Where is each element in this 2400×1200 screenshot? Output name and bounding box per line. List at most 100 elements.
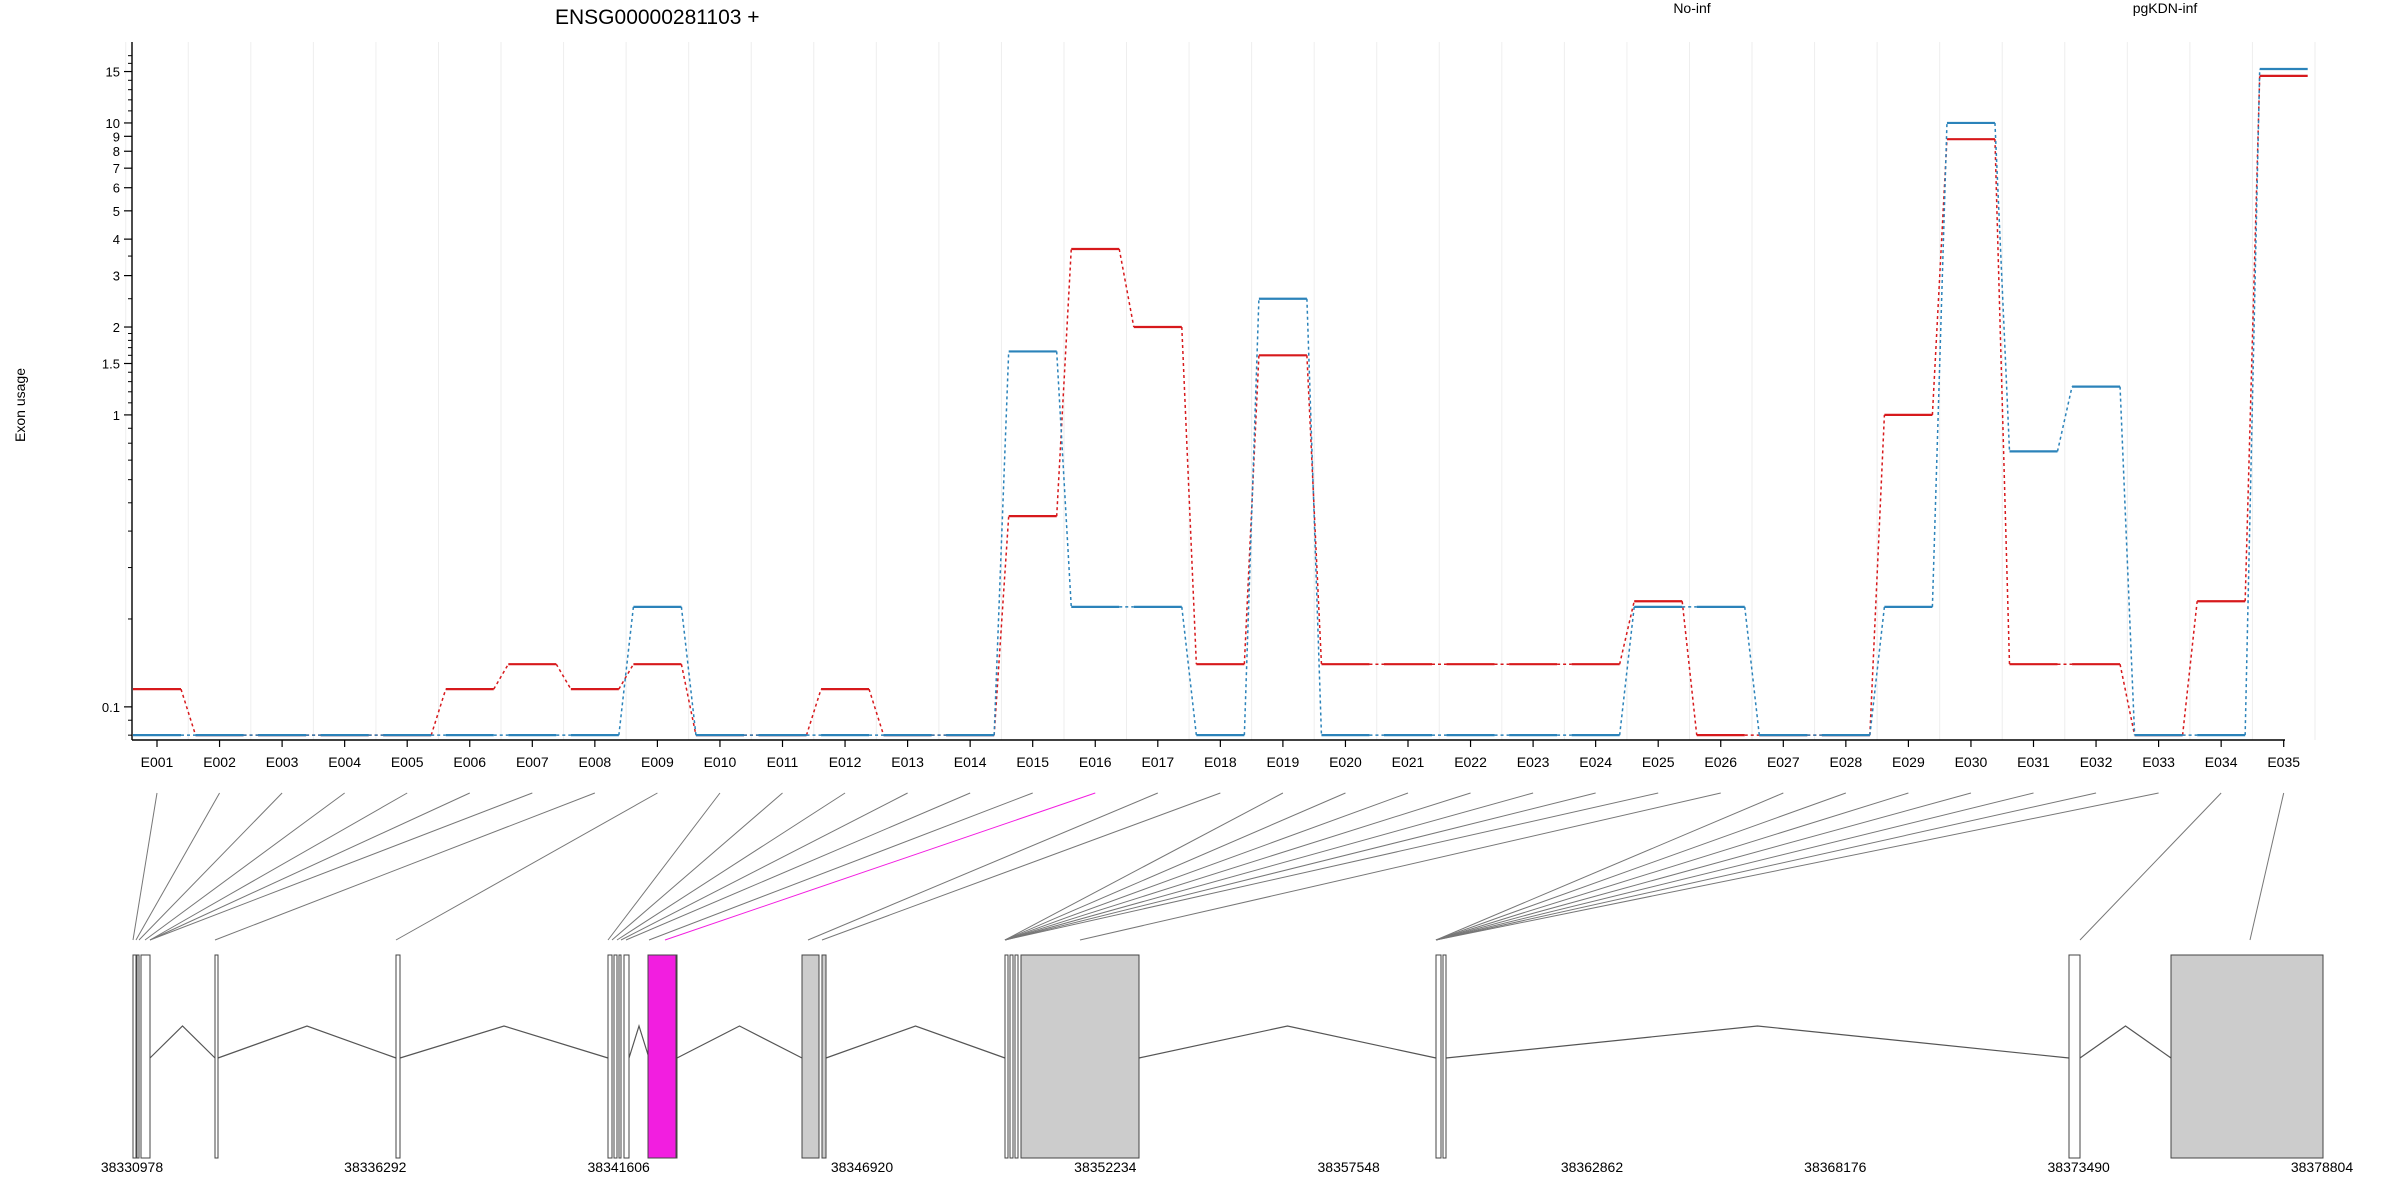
exon-connector [648, 792, 1033, 941]
series-lines [133, 67, 2308, 737]
exon-connector [135, 792, 220, 941]
exon-connector [1004, 792, 1346, 941]
series-pgkdn-inf [133, 67, 2308, 737]
exon-connector [611, 792, 783, 941]
y-tick-label: 6 [113, 181, 120, 196]
x-tick-label: E012 [829, 754, 862, 770]
exon-block [1442, 954, 1447, 1159]
y-tick-label: 3 [113, 269, 120, 284]
exon-connector [1004, 792, 1534, 941]
x-tick-label: E032 [2080, 754, 2113, 770]
x-tick-label: E002 [203, 754, 236, 770]
x-tick-label: E023 [1517, 754, 1550, 770]
exon-connectors [132, 792, 2285, 941]
series-connector [2119, 664, 2136, 736]
x-tick-label: E007 [516, 754, 549, 770]
x-tick-label: E006 [453, 754, 486, 770]
x-tick-label: E033 [2142, 754, 2175, 770]
x-tick-label: E027 [1767, 754, 1800, 770]
intron-junction [149, 1025, 216, 1059]
exon-connector [625, 792, 971, 941]
x-tick-label: E005 [391, 754, 424, 770]
legend-pgkdn-inf: pgKDN-inf [2133, 0, 2198, 16]
exon-block [1435, 954, 1442, 1159]
exon-connector [1004, 792, 1409, 941]
series-connector [1618, 601, 1635, 665]
genomic-coordinate-label: 38378804 [2291, 1159, 2354, 1175]
exon-connector [1435, 792, 2097, 941]
series-connector [2181, 601, 2198, 736]
exon-block [1004, 954, 1009, 1159]
genomic-coordinate-label: 38341606 [588, 1159, 651, 1175]
series-connector [2056, 386, 2073, 452]
genomic-coordinate-label: 38362862 [1561, 1159, 1624, 1175]
series-no-inf [133, 74, 2308, 737]
exon-connector [2079, 792, 2222, 941]
exon-block [132, 954, 137, 1159]
exon-connector [395, 792, 658, 941]
exon-connector [1435, 792, 1784, 941]
x-tick-label: E001 [141, 754, 174, 770]
genomic-coordinate-label: 38368176 [1804, 1159, 1867, 1175]
exon-connector [1435, 792, 1847, 941]
highlighted-exon [647, 954, 677, 1159]
series-connector [1681, 601, 1698, 736]
y-tick-label: 1 [113, 408, 120, 423]
exon-block [2068, 954, 2081, 1159]
x-tick-label: E034 [2205, 754, 2238, 770]
series-connector [2119, 386, 2136, 736]
series-connector [868, 688, 885, 736]
intron-junction [217, 1025, 397, 1059]
exon-connector [616, 792, 846, 941]
y-tick-label: 7 [113, 161, 120, 176]
x-tick-label: E015 [1016, 754, 1049, 770]
x-tick-label: E016 [1079, 754, 1112, 770]
y-tick-label: 4 [113, 232, 120, 247]
exon-connector [821, 792, 1221, 941]
exon-block [623, 954, 630, 1159]
genomic-coordinate-label: 38346920 [831, 1159, 894, 1175]
x-tick-label: E029 [1892, 754, 1925, 770]
series-connector [680, 664, 697, 736]
series-connector [430, 688, 447, 736]
x-tick-label: E026 [1704, 754, 1737, 770]
intron-junction [1445, 1025, 2070, 1059]
series-connector [1931, 122, 1948, 607]
series-connector [805, 688, 822, 736]
y-tick-label: 15 [106, 65, 120, 80]
x-tick-label: E008 [578, 754, 611, 770]
exon-block [136, 954, 140, 1159]
x-tick-label: E018 [1204, 754, 1237, 770]
genomic-coordinate-label: 38330978 [101, 1159, 164, 1175]
intron-junction [2079, 1025, 2172, 1059]
exon-block [607, 954, 613, 1159]
y-tick-label: 0.1 [102, 700, 120, 715]
series-connector [993, 516, 1010, 736]
exon-connector [1004, 792, 1596, 941]
genomic-coordinate-label: 38336292 [344, 1159, 407, 1175]
y-tick-label: 1.5 [102, 356, 120, 371]
exon-connector [1435, 792, 2159, 941]
x-tick-label: E011 [767, 754, 799, 770]
exon-connector [620, 792, 908, 941]
x-tick-label: E013 [891, 754, 924, 770]
series-connector [1181, 326, 1198, 665]
exon-block [214, 954, 219, 1159]
exon-connector [1435, 792, 1909, 941]
x-tick-label: E014 [954, 754, 987, 770]
exon-block [395, 954, 401, 1159]
genomic-coordinate-label: 38352234 [1074, 1159, 1137, 1175]
series-connector [1243, 298, 1260, 736]
intron-junction [1138, 1025, 1437, 1059]
exon-block [1014, 954, 1019, 1159]
series-connector [1055, 248, 1072, 517]
y-axis-label: Exon usage [12, 368, 28, 442]
series-connector [1306, 298, 1323, 736]
series-connector [618, 663, 635, 690]
exon-connector [144, 792, 345, 941]
exon-connector [607, 792, 721, 941]
x-tick-label: E019 [1267, 754, 1300, 770]
series-connector [1118, 248, 1135, 328]
